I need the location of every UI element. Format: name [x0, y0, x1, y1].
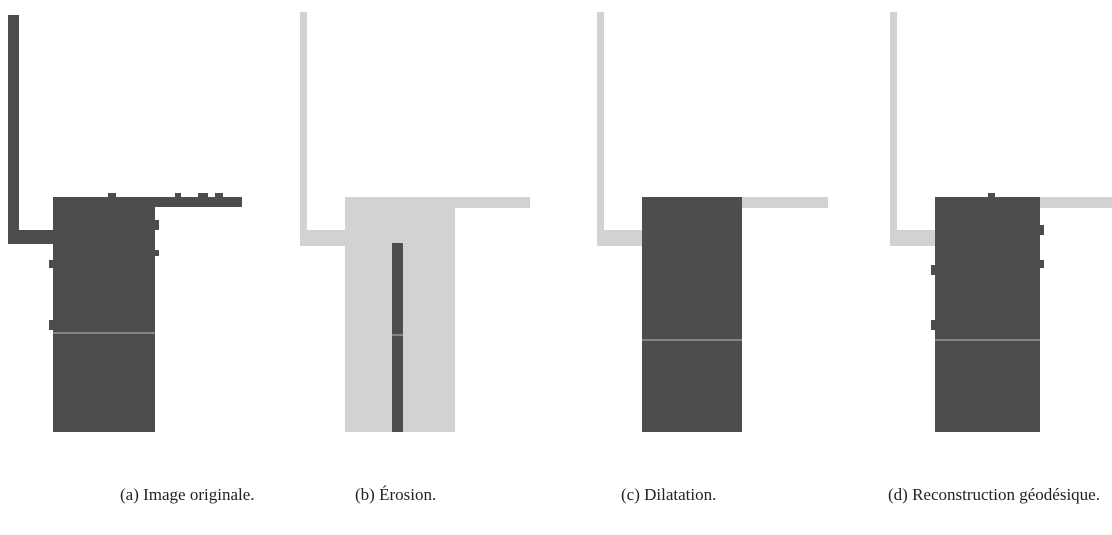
caption: (c) Dilatation.	[621, 482, 716, 507]
figure-page: (a) Image originale. (b) Érosion. (c) Di…	[0, 0, 1112, 535]
figure-images	[0, 0, 1112, 460]
caption: (d) Reconstruction géodésique.	[888, 482, 1103, 507]
caption: (b) Érosion.	[355, 482, 436, 507]
image-dilatation	[597, 12, 828, 432]
caption: (a) Image originale.	[120, 482, 255, 507]
image-reconstruction	[890, 12, 1112, 432]
image-erosion	[300, 12, 530, 432]
image-original	[8, 15, 242, 432]
